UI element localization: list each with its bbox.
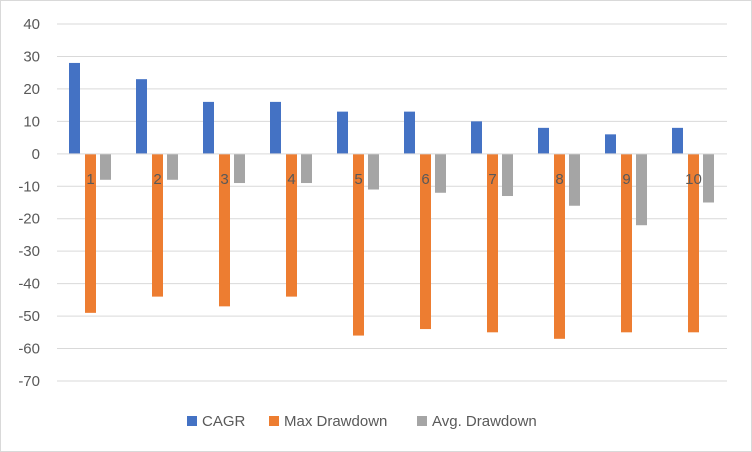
x-category-label: 8 bbox=[555, 171, 563, 188]
bar-max-drawdown-7 bbox=[487, 153, 498, 333]
bar-max-drawdown-6 bbox=[420, 153, 431, 330]
legend-swatch bbox=[269, 416, 279, 426]
x-category-label: 2 bbox=[153, 171, 161, 188]
y-tick-label: -60 bbox=[18, 341, 40, 358]
x-category-label: 4 bbox=[287, 171, 295, 188]
bar-max-drawdown-8 bbox=[554, 153, 565, 339]
y-tick-label: 40 bbox=[23, 16, 40, 33]
bar-avg-drawdown-4 bbox=[301, 153, 312, 184]
bar-avg-drawdown-10 bbox=[703, 153, 714, 203]
y-tick-label: -50 bbox=[18, 308, 40, 325]
x-category-label: 10 bbox=[685, 171, 702, 188]
bar-avg-drawdown-6 bbox=[435, 153, 446, 193]
bar-cagr-9 bbox=[605, 134, 616, 154]
gridlines bbox=[57, 23, 727, 382]
legend-label: Max Drawdown bbox=[284, 413, 387, 430]
x-axis-category-labels: 1 2 3 4 5 6 7 8 9 10 bbox=[86, 171, 702, 188]
bar-avg-drawdown-3 bbox=[234, 153, 245, 184]
bar-cagr-4 bbox=[270, 101, 281, 154]
x-category-label: 9 bbox=[622, 171, 630, 188]
x-category-label: 7 bbox=[488, 171, 496, 188]
bar-max-drawdown-5 bbox=[353, 153, 364, 336]
y-tick-label: 0 bbox=[32, 146, 40, 163]
legend-label: Avg. Drawdown bbox=[432, 413, 537, 430]
y-tick-label: -20 bbox=[18, 211, 40, 228]
legend-swatch bbox=[417, 416, 427, 426]
bar-cagr-10 bbox=[672, 127, 683, 154]
bar-avg-drawdown-1 bbox=[100, 153, 111, 180]
bar-max-drawdown-10 bbox=[688, 153, 699, 333]
y-tick-label: -70 bbox=[18, 373, 40, 390]
bar-cagr-1 bbox=[69, 62, 80, 154]
x-category-label: 3 bbox=[220, 171, 228, 188]
bar-cagr-6 bbox=[404, 111, 415, 154]
legend: CAGR Max Drawdown Avg. Drawdown bbox=[187, 413, 537, 430]
y-tick-label: -10 bbox=[18, 178, 40, 195]
legend-swatch bbox=[187, 416, 197, 426]
bar-max-drawdown-4 bbox=[286, 153, 297, 297]
x-category-label: 6 bbox=[421, 171, 429, 188]
y-tick-label: 10 bbox=[23, 113, 40, 130]
bar-cagr-7 bbox=[471, 121, 482, 154]
bar-cagr-2 bbox=[136, 79, 147, 154]
bar-max-drawdown-1 bbox=[85, 153, 96, 313]
bar-max-drawdown-3 bbox=[219, 153, 230, 307]
bar-avg-drawdown-5 bbox=[368, 153, 379, 190]
bars bbox=[69, 62, 714, 339]
y-tick-label: 30 bbox=[23, 48, 40, 65]
y-tick-label: -40 bbox=[18, 276, 40, 293]
x-category-label: 5 bbox=[354, 171, 362, 188]
bar-avg-drawdown-7 bbox=[502, 153, 513, 197]
bar-cagr-8 bbox=[538, 127, 549, 154]
bar-avg-drawdown-2 bbox=[167, 153, 178, 180]
y-tick-label: -30 bbox=[18, 243, 40, 260]
y-tick-label: 20 bbox=[23, 81, 40, 98]
legend-label: CAGR bbox=[202, 413, 246, 430]
bar-avg-drawdown-8 bbox=[569, 153, 580, 206]
bar-avg-drawdown-9 bbox=[636, 153, 647, 226]
bar-max-drawdown-9 bbox=[621, 153, 632, 333]
x-category-label: 1 bbox=[86, 171, 94, 188]
bar-cagr-5 bbox=[337, 111, 348, 154]
bar-cagr-3 bbox=[203, 101, 214, 154]
bar-max-drawdown-2 bbox=[152, 153, 163, 297]
y-axis-tick-labels: 40 30 20 10 0 -10 -20 -30 -40 -50 -60 -70 bbox=[18, 16, 40, 390]
